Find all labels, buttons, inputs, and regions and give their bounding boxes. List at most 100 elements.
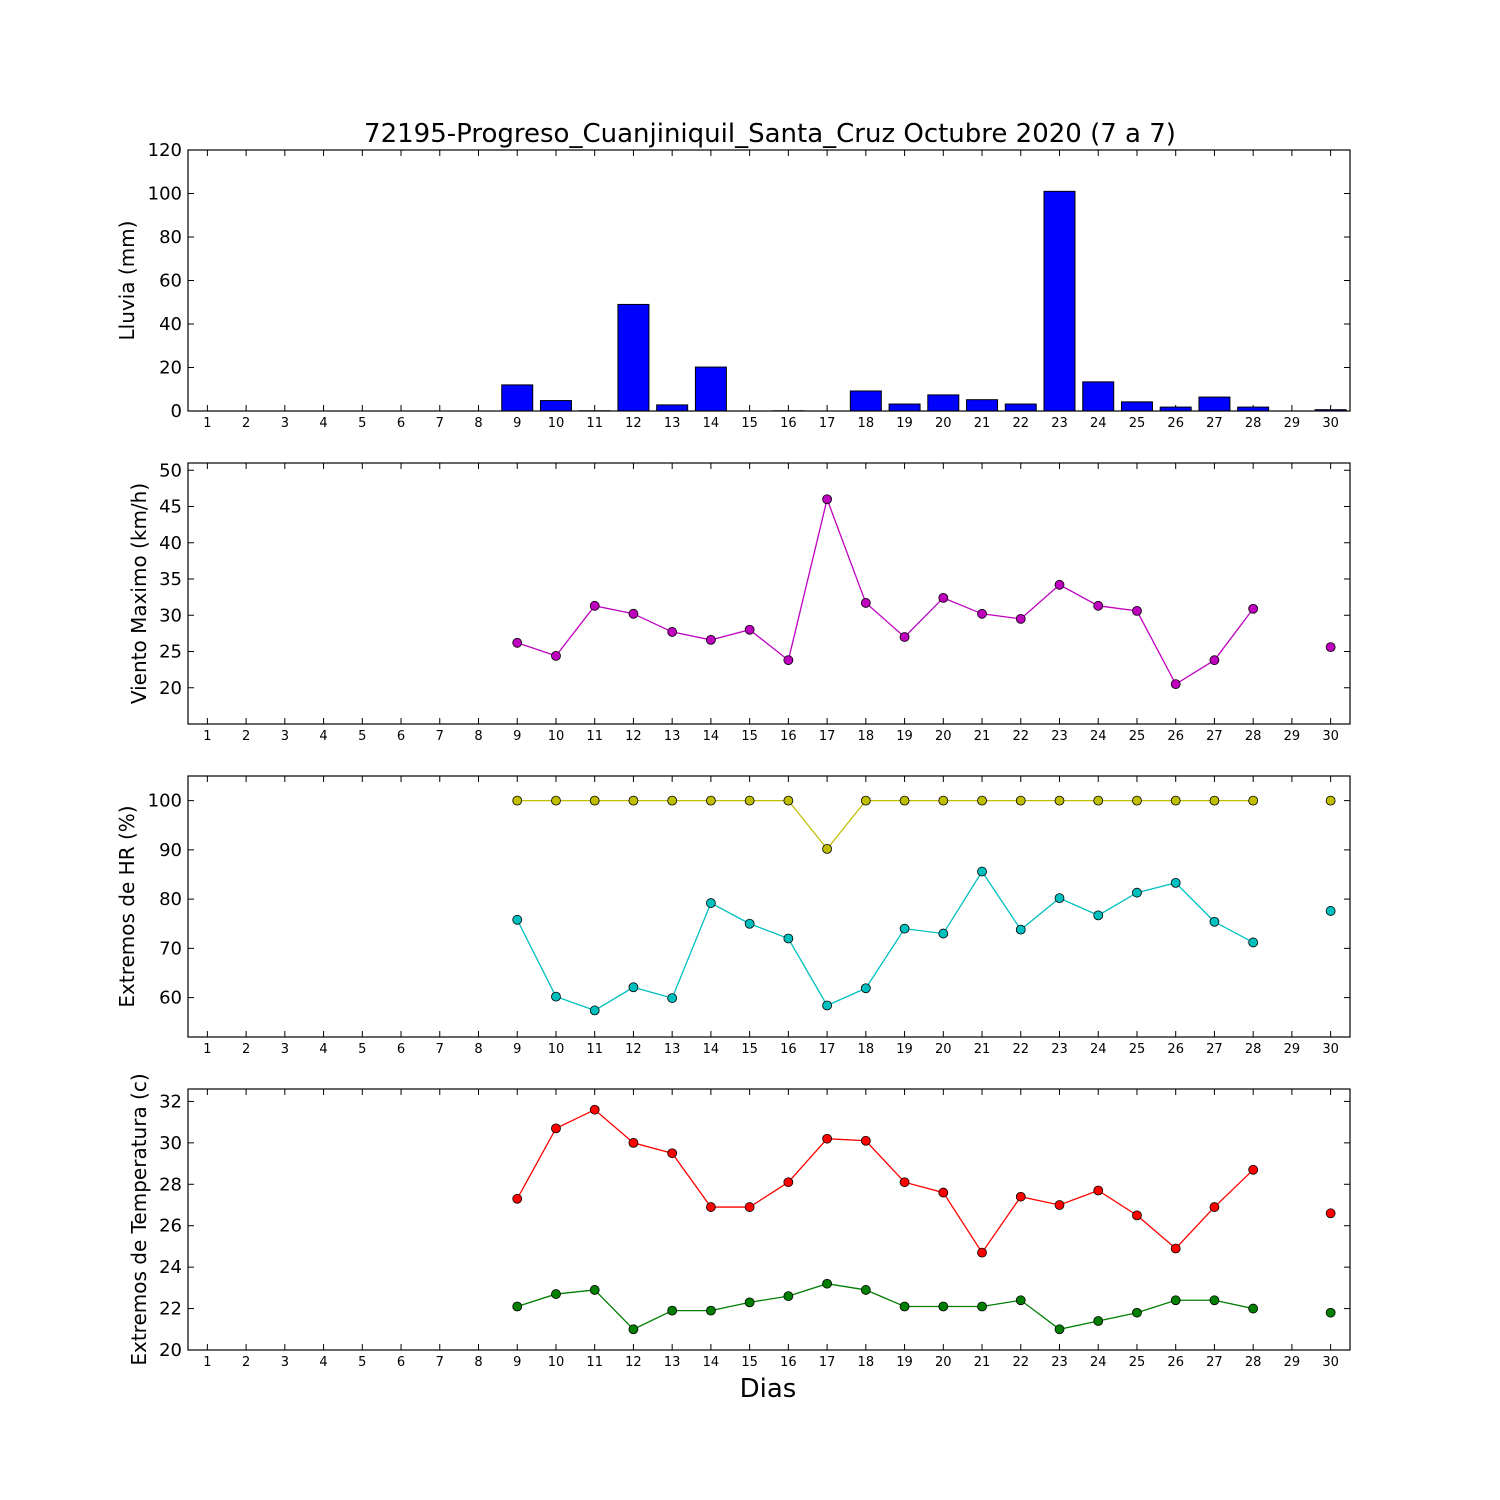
x-tick-label: 28 [1245,729,1262,744]
data-point [938,592,949,603]
data-point [1248,603,1259,614]
x-tick-label: 24 [1090,1042,1107,1057]
x-tick-label: 10 [548,416,565,431]
data-point [1015,613,1026,624]
x-tick-label: 21 [974,1355,991,1370]
x-tick-label: 29 [1284,729,1301,744]
data-point [1248,795,1259,806]
data-point [551,991,561,1002]
x-tick-label: 23 [1051,729,1068,744]
data-point [977,795,987,806]
series-line [517,799,1254,850]
x-tick-label: 21 [974,1042,991,1057]
series-line [516,870,1254,1012]
bar [694,366,727,412]
x-tick-label: 27 [1206,1042,1223,1057]
x-tick-label: 20 [935,416,952,431]
bar [539,400,572,412]
data-point [1054,893,1065,904]
y-tick-label: 20 [159,678,182,699]
data-point [899,632,910,642]
y-tick-label: 60 [159,271,182,292]
data-point [977,866,987,877]
data-point [667,1305,678,1316]
x-tick-label: 2 [242,1042,250,1057]
data-point [783,933,794,944]
data-point [822,1000,832,1011]
x-tick-label: 12 [625,1042,642,1057]
x-tick-label: 5 [358,1355,366,1370]
plot-area [512,494,1336,690]
data-point [628,795,639,806]
x-tick-label: 30 [1322,729,1339,744]
x-tick-label: 2 [242,1355,250,1370]
data-point [667,627,678,637]
x-tick-label: 26 [1167,416,1184,431]
plot-frame [187,149,1351,412]
data-point [551,1123,561,1134]
data-point [822,1133,832,1144]
y-tick-label: 20 [159,358,182,379]
x-tick-label: 28 [1245,1042,1262,1057]
data-point [783,795,794,806]
x-tick-label: 14 [703,729,720,744]
data-point [589,1104,600,1115]
data-point [706,1202,716,1212]
y-axis-label: Lluvia (mm) [115,221,139,341]
x-tick-label: 17 [819,416,836,431]
x-tick-label: 6 [397,729,405,744]
x-tick-label: 10 [548,1355,565,1370]
y-tick-label: 70 [159,938,182,959]
x-tick-label: 11 [586,729,603,744]
data-point [1209,1202,1220,1212]
x-tick-label: 4 [319,1355,327,1370]
y-tick-label: 100 [148,184,182,205]
y-tick-label: 35 [159,569,182,590]
y-tick-label: 32 [159,1091,182,1112]
data-point [1015,1295,1026,1306]
y-tick-label: 24 [159,1257,182,1278]
data-point [860,598,871,608]
x-tick-label: 7 [436,729,444,744]
data-point [551,795,561,806]
data-point [628,608,639,619]
x-tick-label: 20 [935,729,952,744]
x-tick-label: 29 [1284,1042,1301,1057]
x-tick-label: 16 [780,1042,797,1057]
x-tick-label: 24 [1090,729,1107,744]
y-tick-label: 80 [159,889,182,910]
x-tick-label: 25 [1129,729,1146,744]
y-tick-label: 50 [159,460,182,481]
x-tick-label: 17 [819,1355,836,1370]
x-tick-label: 29 [1284,1355,1301,1370]
x-tick-label: 1 [203,1042,211,1057]
y-axis-label: Extremos de Temperatura (c) [127,1073,151,1365]
x-tick-label: 22 [1012,416,1029,431]
x-tick-label: 3 [281,729,289,744]
x-tick-label: 28 [1245,1355,1262,1370]
y-tick-label: 25 [159,642,182,663]
plot-area [512,1104,1336,1335]
x-tick-label: 9 [513,1355,521,1370]
data-point [822,843,832,854]
x-tick-label: 15 [741,416,758,431]
x-tick-label: 15 [741,1042,758,1057]
x-tick-label: 16 [780,729,797,744]
data-point [589,1005,600,1016]
y-axis-label: Extremos de HR (%) [115,805,139,1007]
data-point [1015,795,1026,806]
bar [927,394,960,412]
x-tick-label: 5 [358,1042,366,1057]
x-tick-label: 19 [896,416,913,431]
x-tick-label: 7 [436,1355,444,1370]
y-tick-label: 80 [159,227,182,248]
data-point [860,1135,871,1146]
x-tick-label: 20 [935,1042,952,1057]
data-point [1170,1243,1181,1254]
data-point [1209,916,1220,927]
data-point [1093,910,1104,921]
